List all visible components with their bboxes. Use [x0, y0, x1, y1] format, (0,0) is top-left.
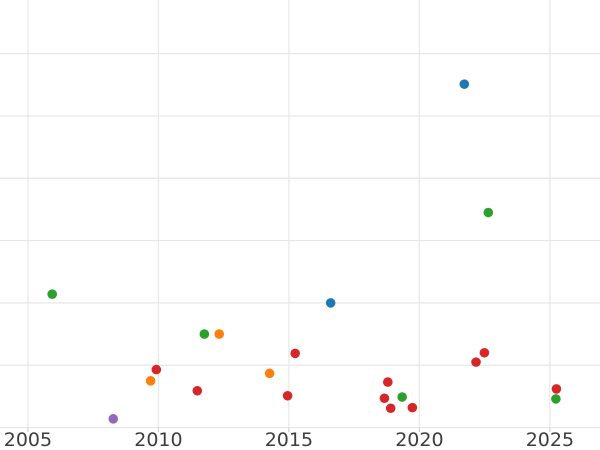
- data-point-green: [551, 394, 561, 404]
- data-point-orange: [214, 329, 225, 339]
- data-point-orange: [264, 368, 275, 379]
- data-point-blue: [325, 298, 336, 308]
- data-point-orange: [145, 376, 156, 386]
- data-point-red: [385, 403, 396, 414]
- data-point-red: [282, 390, 293, 401]
- data-point-red: [192, 385, 203, 396]
- data-point-red: [379, 393, 390, 404]
- data-point-green: [483, 207, 494, 218]
- data-point-green: [47, 289, 57, 299]
- data-point-red: [479, 347, 490, 358]
- x-tick-label: 2020: [395, 429, 443, 450]
- data-point-red: [551, 384, 562, 394]
- data-point-red: [151, 364, 162, 375]
- x-tick-label: 2005: [4, 429, 52, 450]
- x-tick-label: 2025: [526, 429, 574, 450]
- data-point-red: [290, 348, 300, 359]
- data-point-green: [199, 329, 210, 339]
- data-point-blue: [459, 79, 470, 89]
- data-point-green: [397, 392, 407, 402]
- data-point-red: [407, 402, 418, 413]
- x-tick-label: 2015: [265, 429, 313, 450]
- data-point-purple: [108, 414, 119, 424]
- x-tick-label: 2010: [134, 429, 182, 450]
- data-point-red: [383, 377, 393, 387]
- data-point-red: [471, 357, 481, 367]
